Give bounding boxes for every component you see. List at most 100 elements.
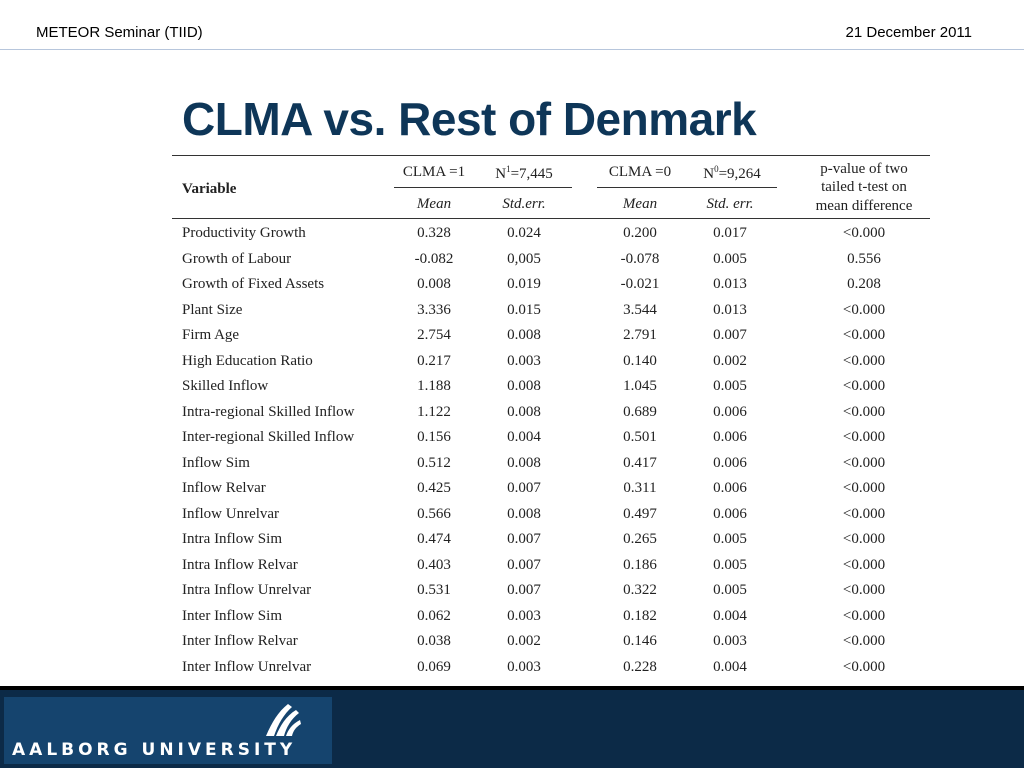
mean1-cell: 0.008 xyxy=(417,276,451,292)
pvalue-header-line1: p-value of two xyxy=(820,161,908,177)
clma1-group-rule xyxy=(394,187,572,188)
se1-cell: 0.008 xyxy=(507,378,541,394)
se1-cell: 0.008 xyxy=(507,454,541,471)
mean1-cell: 0.062 xyxy=(417,607,451,624)
variable-name-cell: Inflow Unrelvar xyxy=(182,505,280,522)
seminar-name: METEOR Seminar (TIID) xyxy=(36,24,203,41)
p-cell: <0.000 xyxy=(842,556,886,573)
p-cell: <0.000 xyxy=(842,429,886,445)
se1-cell: 0.003 xyxy=(507,658,541,675)
variable-name-cell: Inter Inflow Sim xyxy=(182,607,282,624)
mean1-cell: 0.512 xyxy=(417,454,451,471)
header-divider xyxy=(0,49,1024,50)
mean1-cell: 1.188 xyxy=(417,378,451,394)
se0-cell: 0.006 xyxy=(713,505,747,522)
mean0-cell: 0.140 xyxy=(623,352,657,369)
mean0-cell: 2.791 xyxy=(623,327,657,343)
p-cell: <0.000 xyxy=(842,607,886,624)
mean1-cell: 3.336 xyxy=(417,301,451,318)
mean0-cell: 0.501 xyxy=(623,429,657,445)
mean0-cell: 0.689 xyxy=(623,403,657,420)
mean1-cell: 0.531 xyxy=(417,582,451,598)
se0-cell: 0.005 xyxy=(713,531,747,547)
se0-cell: 0.004 xyxy=(713,607,747,624)
mean1-cell: -0.082 xyxy=(414,250,454,267)
p-cell: <0.000 xyxy=(842,658,886,675)
se1-cell: 0.003 xyxy=(507,607,541,624)
se1-cell: 0.003 xyxy=(507,352,541,369)
aau-wave-logo-icon xyxy=(266,704,301,736)
table-top-rule xyxy=(172,155,930,156)
pvalue-header-line3: mean difference xyxy=(815,198,913,214)
variable-name-cell: Plant Size xyxy=(182,301,243,318)
mean0-cell: 1.045 xyxy=(623,378,657,394)
variable-name-cell: Intra Inflow Relvar xyxy=(182,556,298,573)
p-cell: <0.000 xyxy=(842,505,886,522)
variable-name-cell: Inter-regional Skilled Inflow xyxy=(182,429,355,445)
mean1-cell: 0.566 xyxy=(417,505,451,522)
clma0-header: CLMA =0 xyxy=(608,164,672,180)
variable-name-cell: Growth of Labour xyxy=(182,250,292,267)
p-cell: <0.000 xyxy=(842,480,886,496)
se1-cell: 0,005 xyxy=(507,250,541,267)
se0-cell: 0.013 xyxy=(713,301,747,318)
mean0-subheader: Mean xyxy=(622,196,658,212)
se0-cell: 0.005 xyxy=(713,250,747,267)
variable-name-cell: High Education Ratio xyxy=(182,352,313,369)
mean1-cell: 0.328 xyxy=(417,225,451,241)
p-cell: <0.000 xyxy=(842,633,886,649)
mean0-cell: 0.146 xyxy=(623,633,657,649)
se0-cell: 0.006 xyxy=(713,403,747,420)
p-cell: <0.000 xyxy=(842,454,886,471)
p-cell: <0.000 xyxy=(842,403,886,420)
clma1-header: CLMA =1 xyxy=(402,164,466,180)
slide-date: 21 December 2011 xyxy=(845,24,972,41)
table-header-rule xyxy=(172,218,930,219)
mean0-cell: 0.265 xyxy=(623,531,657,547)
clma0-n-header: N0=9,264 xyxy=(703,164,761,182)
se1-cell: 0.008 xyxy=(507,505,541,522)
mean0-cell: 0.182 xyxy=(623,607,657,624)
slide-title: CLMA vs. Rest of Denmark xyxy=(182,93,757,145)
p-cell: 0.556 xyxy=(847,250,881,267)
clma0-group-rule xyxy=(597,187,777,188)
variable-name-cell: Intra Inflow Unrelvar xyxy=(182,582,312,598)
mean1-cell: 0.403 xyxy=(417,556,451,573)
se1-cell: 0.007 xyxy=(507,556,541,573)
se1-cell: 0.008 xyxy=(507,327,541,343)
university-name: AALBORG UNIVERSITY xyxy=(12,740,297,760)
p-cell: <0.000 xyxy=(842,582,886,598)
variable-name-cell: Skilled Inflow xyxy=(182,378,269,394)
se0-cell: 0.004 xyxy=(713,658,747,675)
se1-cell: 0.004 xyxy=(507,429,541,445)
mean1-cell: 1.122 xyxy=(417,403,451,420)
mean0-cell: 0.322 xyxy=(623,582,657,598)
se0-cell: 0.006 xyxy=(713,429,747,445)
se1-cell: 0.019 xyxy=(507,276,541,292)
mean1-cell: 0.156 xyxy=(417,429,451,445)
pvalue-header-line2: tailed t-test on xyxy=(821,179,907,195)
se1-cell: 0.008 xyxy=(507,403,541,420)
footer-top-edge xyxy=(0,686,1024,690)
slide-header: METEOR Seminar (TIID) 21 December 2011 xyxy=(0,0,1024,50)
mean0-cell: 3.544 xyxy=(623,301,657,318)
mean0-cell: -0.078 xyxy=(620,250,660,267)
se1-cell: 0.007 xyxy=(507,582,541,598)
se1-cell: 0.002 xyxy=(507,633,541,649)
mean1-cell: 0.069 xyxy=(417,658,451,675)
mean0-cell: 0.417 xyxy=(623,454,657,471)
clma1-n-header: N1=7,445 xyxy=(495,164,553,182)
mean1-cell: 0.038 xyxy=(417,633,451,649)
stderr1-subheader: Std.err. xyxy=(502,196,546,212)
p-cell: <0.000 xyxy=(842,352,886,369)
p-cell: <0.000 xyxy=(842,225,886,241)
variable-name-cell: Firm Age xyxy=(182,327,240,343)
mean1-cell: 0.474 xyxy=(417,531,451,547)
mean0-cell: 0.228 xyxy=(623,658,657,675)
p-cell: <0.000 xyxy=(842,301,886,318)
variable-name-cell: Inter Inflow Relvar xyxy=(182,633,298,649)
se0-cell: 0.006 xyxy=(713,480,747,496)
se0-cell: 0.007 xyxy=(713,327,747,343)
variable-header: Variable xyxy=(182,181,237,197)
se0-cell: 0.003 xyxy=(713,633,747,649)
